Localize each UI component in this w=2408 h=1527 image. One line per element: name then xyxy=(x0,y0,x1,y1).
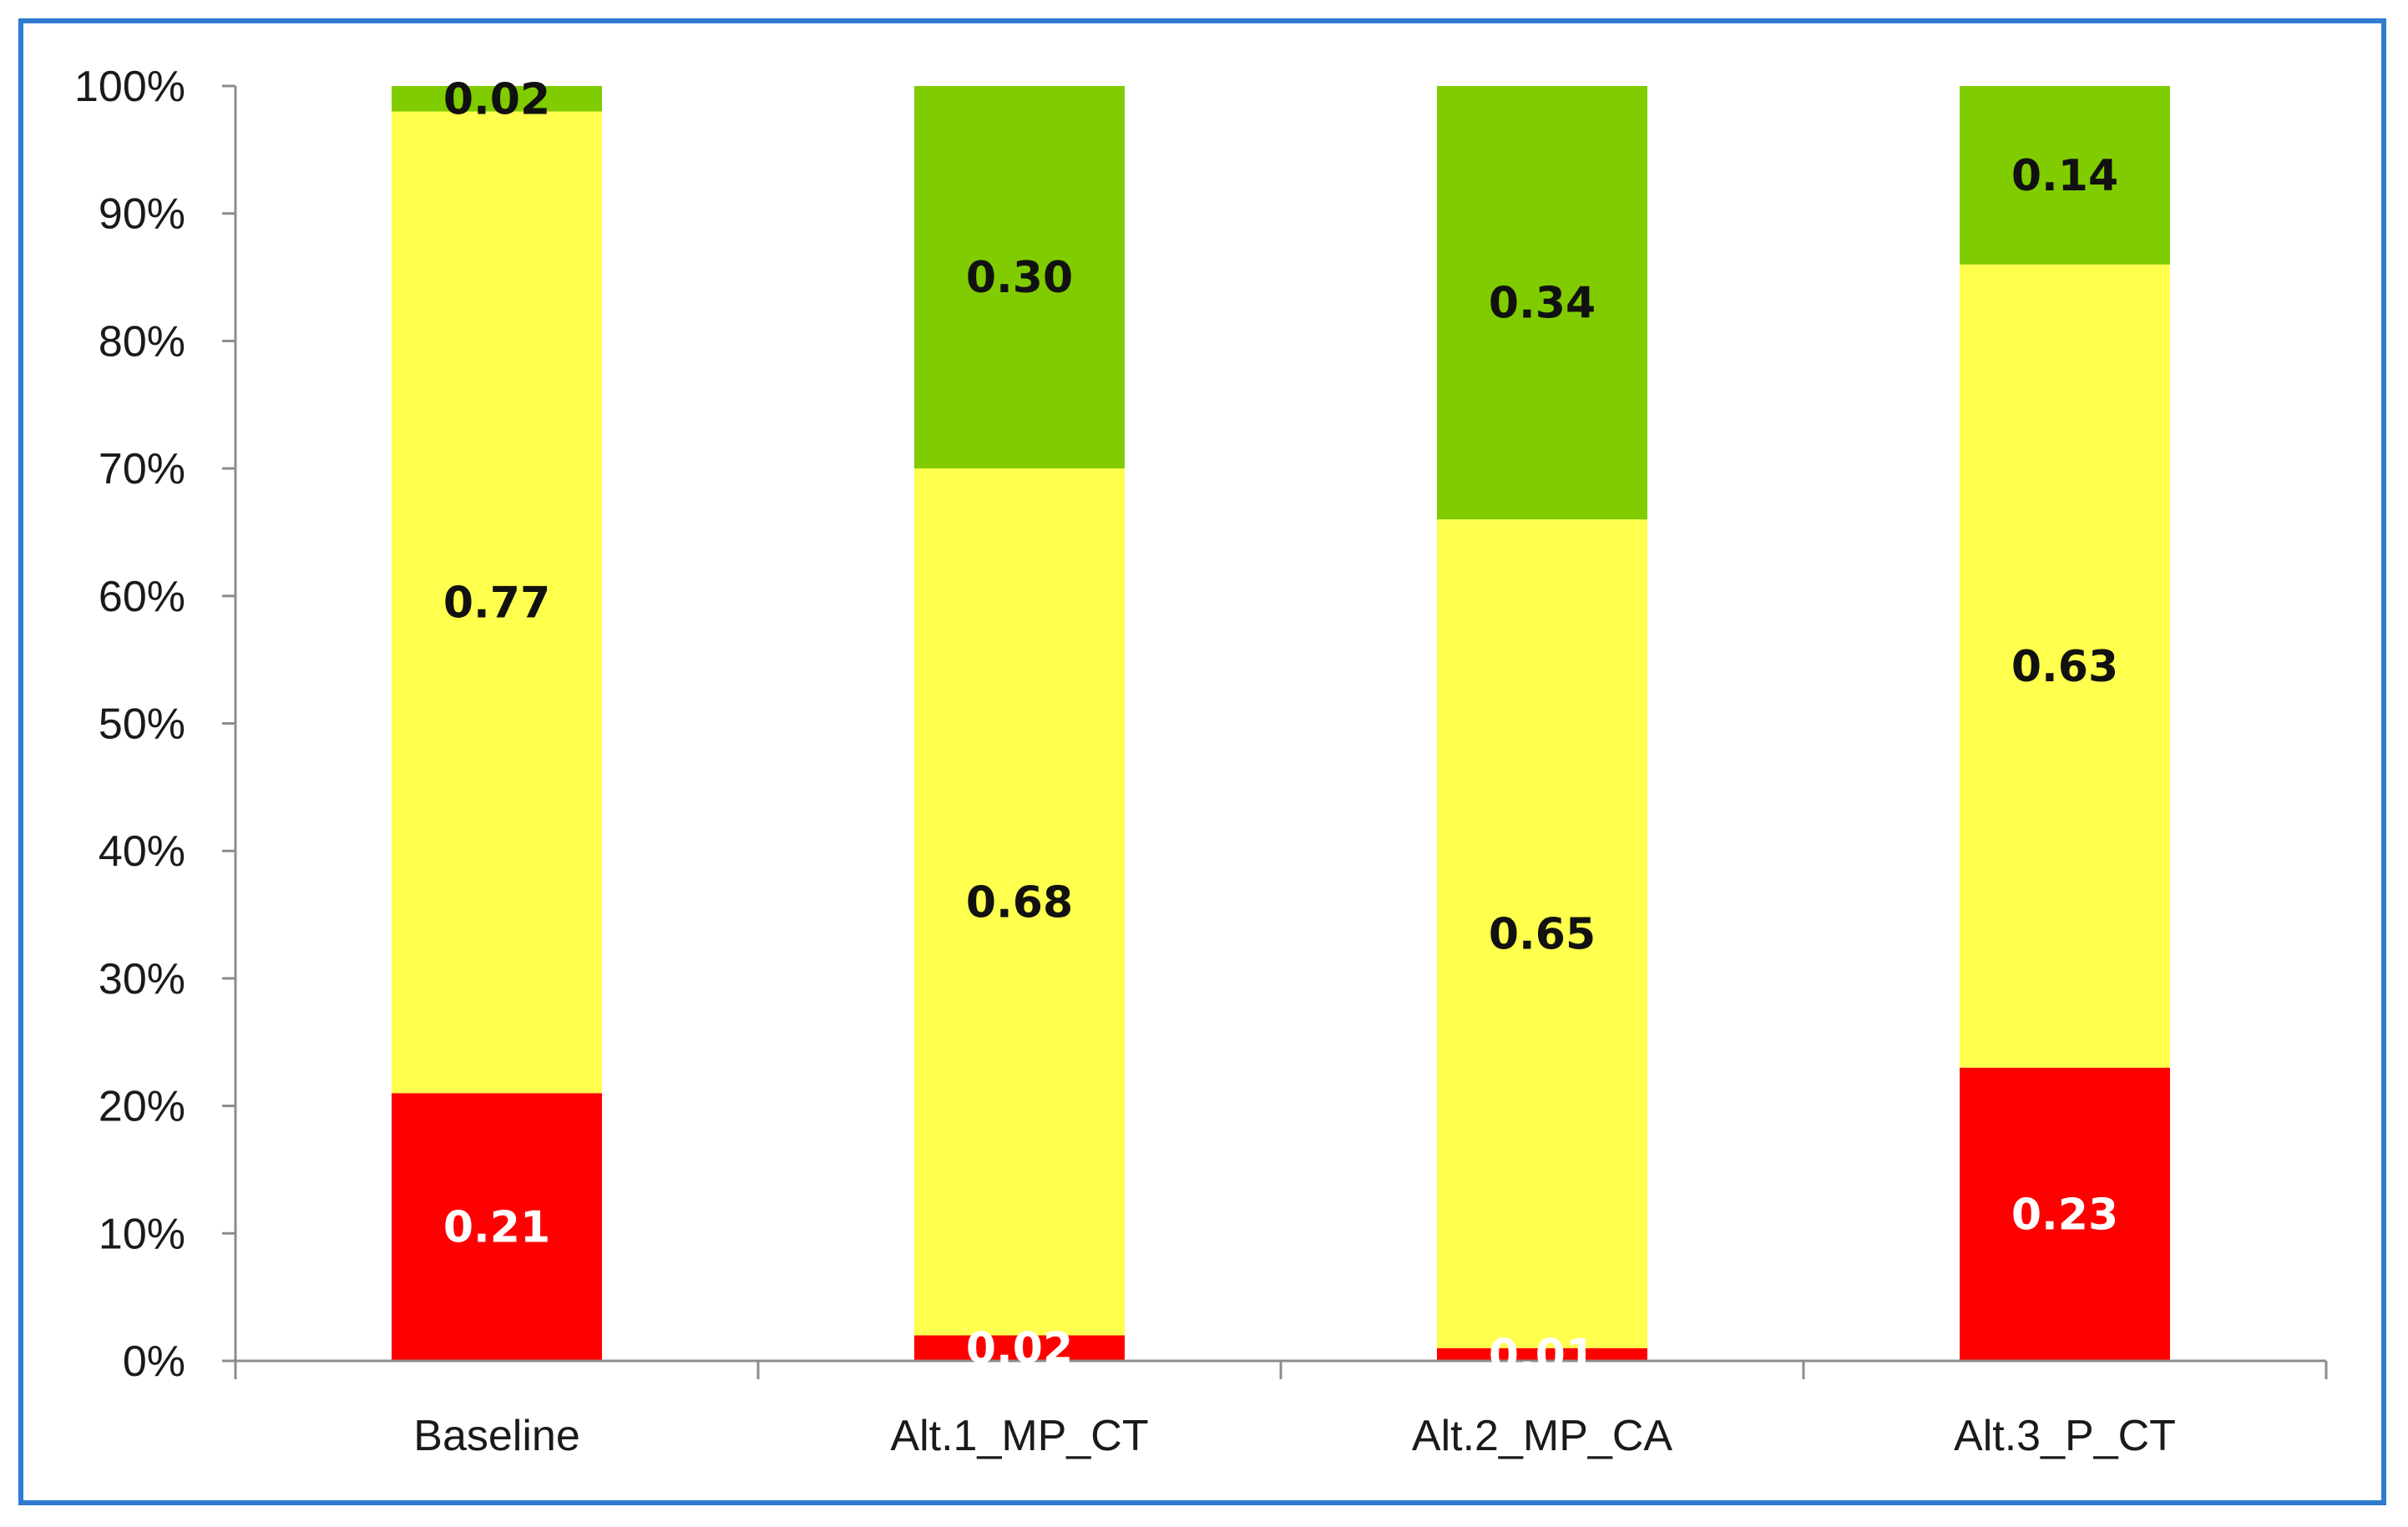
y-tick-label: 100% xyxy=(74,63,185,111)
data-label: 0.14 xyxy=(2011,151,2118,201)
x-tick-label: Alt.3_P_CT xyxy=(1954,1412,2176,1460)
y-tick-label: 20% xyxy=(99,1083,185,1131)
axes-layer: Baseline Alt.1_MP_CT Alt.2_MP_CA Alt.3_P_CT… xyxy=(74,63,2328,1460)
data-label: 0.30 xyxy=(966,253,1073,303)
data-label: 0.77 xyxy=(443,578,550,628)
bars-layer xyxy=(392,86,2170,1361)
data-label: 0.63 xyxy=(2011,642,2118,692)
data-label: 0.01 xyxy=(1489,1330,1596,1380)
bar-segment xyxy=(914,1335,1125,1361)
y-tick-label: 40% xyxy=(99,827,185,876)
bar-segment xyxy=(1437,86,1647,520)
bar-segment xyxy=(392,111,602,1094)
y-tick-label: 0% xyxy=(123,1337,185,1386)
x-tick-label: Baseline xyxy=(413,1412,579,1460)
bar-segment xyxy=(392,1093,602,1361)
bar-segment xyxy=(1437,519,1647,1348)
bar-segment xyxy=(1960,1067,2170,1361)
bar-segment xyxy=(914,468,1125,1336)
x-tick-label: Alt.1_MP_CT xyxy=(890,1412,1148,1460)
data-label: 0.02 xyxy=(443,74,550,124)
bar-segment xyxy=(392,86,602,112)
y-tick-label: 80% xyxy=(99,317,185,366)
y-tick-label: 70% xyxy=(99,445,185,493)
data-labels-layer: 0.21 0.77 0.02 0.02 0.68 0.30 0.01 0.65 0.34 0.23… xyxy=(443,74,2118,1380)
y-tick-label: 60% xyxy=(99,573,185,621)
y-tick-label: 50% xyxy=(99,700,185,749)
bar-segment xyxy=(1960,264,2170,1068)
bar-segment xyxy=(914,86,1125,469)
data-label: 0.02 xyxy=(966,1324,1073,1374)
data-label: 0.34 xyxy=(1489,279,1596,329)
data-label: 0.23 xyxy=(2011,1190,2118,1240)
data-label: 0.65 xyxy=(1489,909,1596,959)
y-tick-label: 30% xyxy=(99,955,185,1004)
y-tick-label: 90% xyxy=(99,190,185,239)
data-label: 0.68 xyxy=(966,877,1073,928)
bar-segment xyxy=(1960,86,2170,265)
y-tick-label: 10% xyxy=(99,1210,185,1258)
bar-segment xyxy=(1437,1348,1647,1361)
data-label: 0.21 xyxy=(443,1203,550,1253)
x-tick-label: Alt.2_MP_CA xyxy=(1412,1412,1672,1460)
